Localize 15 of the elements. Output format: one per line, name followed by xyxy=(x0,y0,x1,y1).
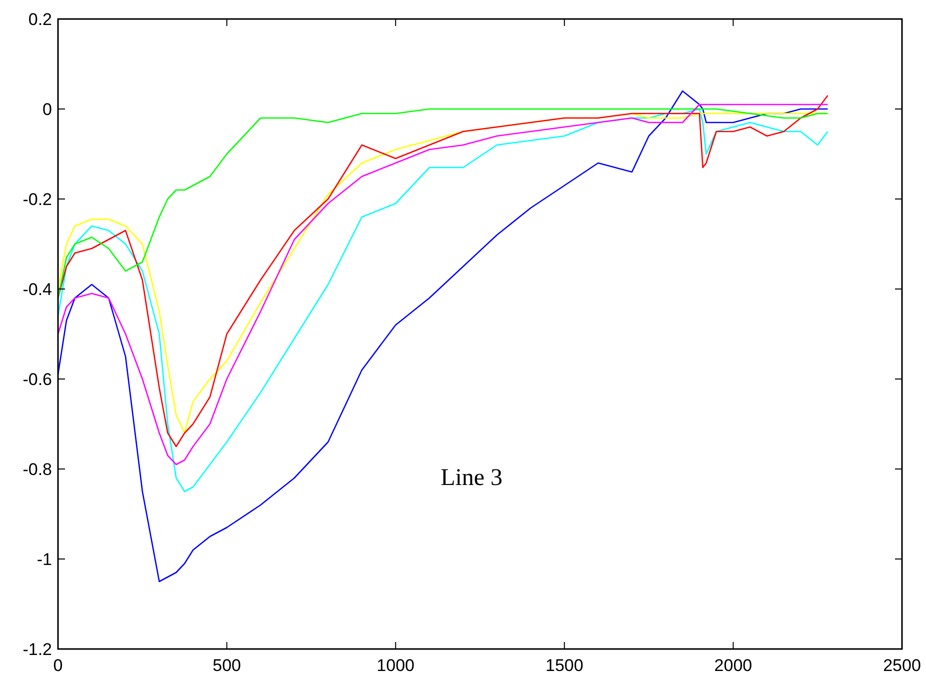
x-tick-label: 1500 xyxy=(545,656,584,675)
x-tick-label: 2000 xyxy=(714,656,752,675)
y-tick-label: -0.6 xyxy=(22,370,52,389)
y-tick-label: -1 xyxy=(36,550,52,569)
y-tick-label: -0.8 xyxy=(22,460,52,479)
annotation: Line 3 xyxy=(440,465,503,492)
x-tick-label: 2500 xyxy=(883,656,921,675)
x-tick-label: 1000 xyxy=(376,656,415,675)
y-tick-label: -1.2 xyxy=(22,640,52,659)
y-tick-label: 0.2 xyxy=(28,10,52,29)
x-tick-label: 500 xyxy=(212,656,241,675)
line-series xyxy=(57,90,828,582)
y-tick-label: -0.4 xyxy=(22,280,52,299)
y-tick-label: -0.2 xyxy=(22,190,52,209)
y-tick-label: 0 xyxy=(42,100,52,119)
